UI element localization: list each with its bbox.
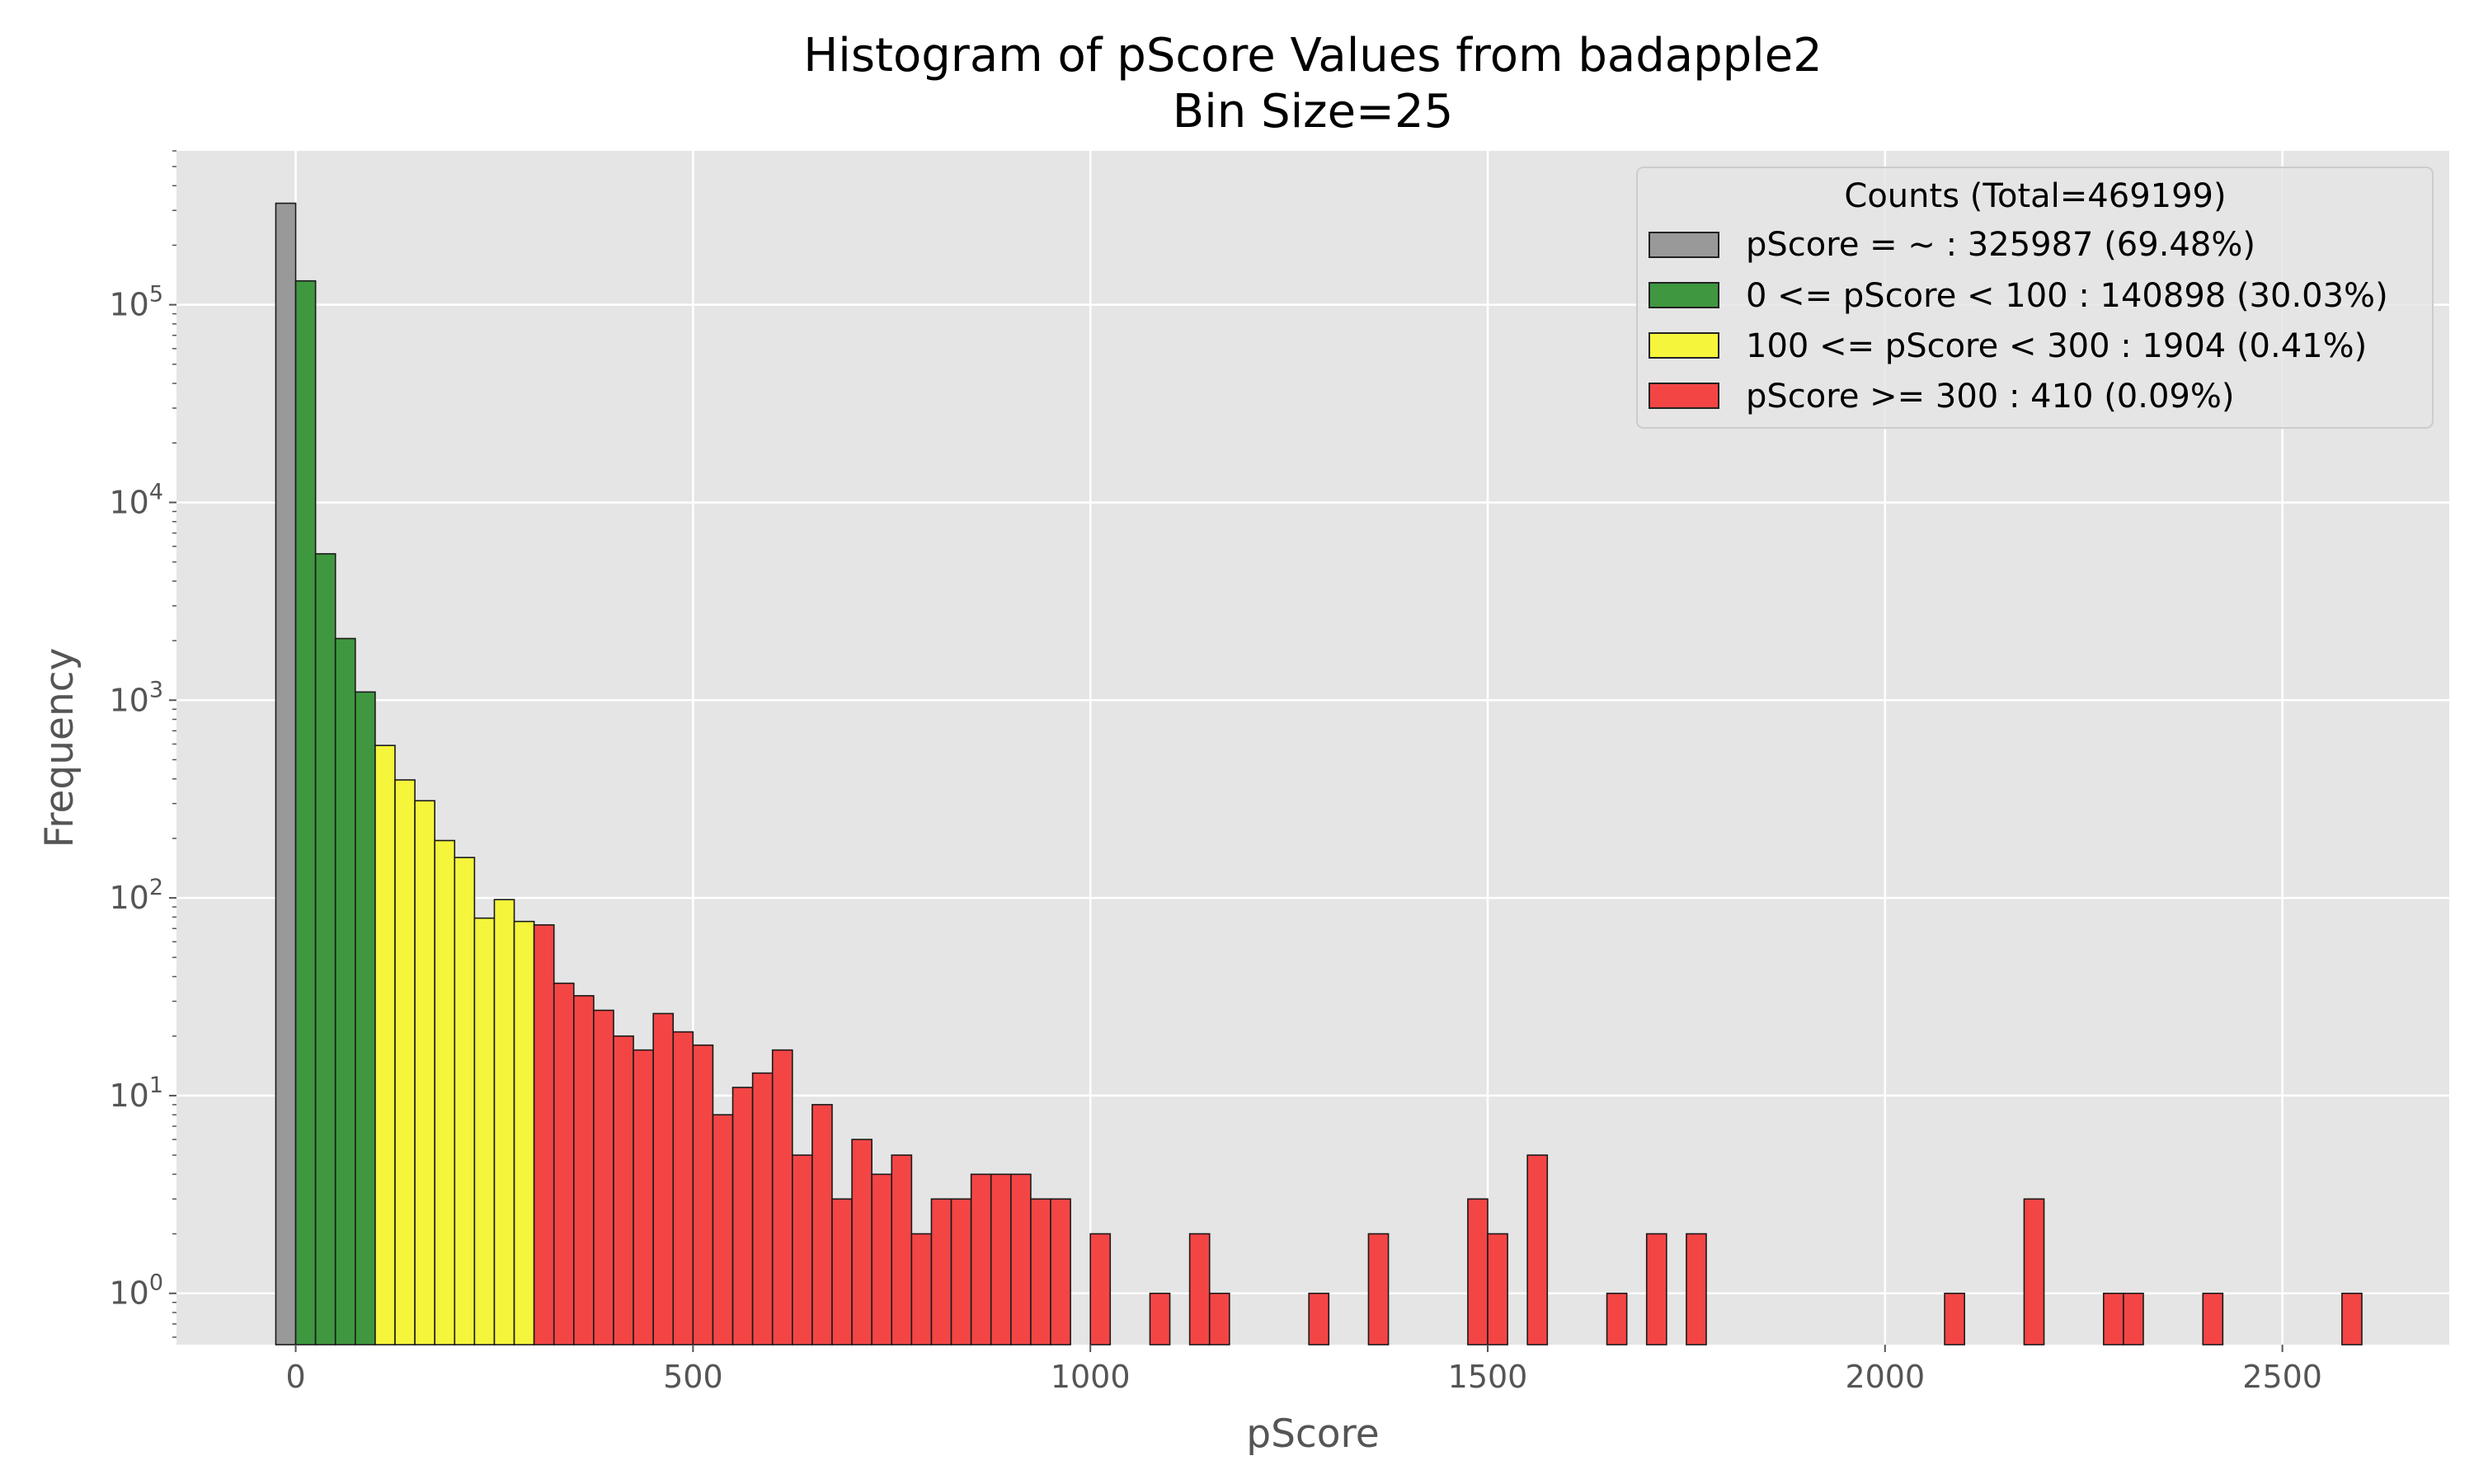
histogram-bar — [751, 1072, 774, 1345]
histogram-bar — [1487, 1233, 1508, 1345]
x-tick-label: 500 — [663, 1359, 723, 1395]
histogram-bar — [533, 924, 555, 1345]
x-tick-label: 2000 — [1845, 1359, 1925, 1395]
histogram-bar — [394, 779, 416, 1345]
y-tick-label: 103 — [109, 677, 163, 718]
legend-label-300-plus: pScore >= 300 : 410 (0.09%) — [1746, 378, 2234, 416]
histogram-bar — [1526, 1154, 1549, 1345]
legend-label-na: pScore = ~ : 325987 (69.48%) — [1746, 226, 2255, 264]
legend-label-100-300: 100 <= pScore < 300 : 1904 (0.41%) — [1746, 327, 2367, 365]
y-tick-label: 101 — [109, 1073, 163, 1114]
histogram-bar — [1944, 1292, 1965, 1345]
histogram-bar — [1467, 1198, 1489, 1345]
x-tick-label: 1500 — [1448, 1359, 1528, 1395]
chart-title: Histogram of pScore Values from badapple… — [803, 29, 1823, 82]
histogram-bar — [1149, 1292, 1171, 1345]
histogram-bar — [672, 1031, 694, 1345]
x-tick-label: 1000 — [1051, 1359, 1131, 1395]
histogram-bar — [950, 1198, 972, 1345]
histogram-bar — [613, 1035, 634, 1345]
histogram-bar — [1208, 1292, 1230, 1345]
x-axis-ticks: 0 500 1000 1500 2000 2500 — [285, 1345, 2322, 1395]
histogram-bar — [930, 1198, 952, 1345]
histogram-bar — [275, 202, 297, 1345]
histogram-bar — [473, 917, 496, 1345]
y-axis-ticks: 100 101 102 103 104 105 — [109, 150, 176, 1338]
x-tick-label: 2500 — [2242, 1359, 2322, 1395]
histogram-bar — [1050, 1198, 1071, 1345]
histogram-bar — [434, 839, 456, 1345]
histogram-bar — [374, 744, 396, 1345]
x-tick-label: 0 — [285, 1359, 305, 1395]
histogram-bar — [811, 1104, 833, 1345]
legend-swatch-na — [1649, 232, 1719, 258]
histogram-bar — [633, 1049, 654, 1345]
legend-box — [1636, 167, 2434, 429]
histogram-bar — [2123, 1292, 2144, 1345]
histogram-bar — [831, 1198, 853, 1345]
legend: Counts (Total=469199) pScore = ~ : 32598… — [1636, 167, 2434, 429]
histogram-bars — [275, 202, 2363, 1345]
x-axis-label: pScore — [1246, 1411, 1379, 1457]
y-tick-label: 100 — [109, 1270, 163, 1312]
legend-swatch-300-plus — [1649, 383, 1719, 409]
histogram-bar — [990, 1173, 1012, 1345]
y-axis-label: Frequency — [37, 648, 82, 848]
histogram-bar — [1686, 1233, 1707, 1345]
histogram-bar — [593, 1009, 614, 1345]
legend-label-0-100: 0 <= pScore < 100 : 140898 (30.03%) — [1746, 277, 2388, 315]
histogram-bar — [1030, 1198, 1051, 1345]
histogram-bar — [712, 1114, 734, 1345]
legend-swatch-100-300 — [1649, 332, 1719, 359]
histogram-bar — [355, 691, 376, 1345]
histogram-bar — [2103, 1292, 2124, 1345]
histogram-bar — [692, 1044, 714, 1345]
histogram-bar — [1367, 1233, 1390, 1345]
histogram-bar — [970, 1173, 992, 1345]
histogram-bar — [414, 800, 435, 1345]
histogram-bar — [771, 1049, 793, 1345]
histogram-bar — [314, 552, 336, 1345]
histogram-bar — [851, 1139, 872, 1345]
histogram-bar — [1645, 1233, 1667, 1345]
histogram-bar — [513, 920, 535, 1345]
histogram-bar — [294, 279, 317, 1345]
histogram-bar — [454, 857, 476, 1345]
histogram-bar — [553, 982, 575, 1345]
histogram-bar — [1308, 1292, 1330, 1345]
histogram-bar — [1188, 1233, 1211, 1345]
histogram-bar — [652, 1012, 675, 1345]
histogram-bar — [334, 637, 356, 1345]
histogram-bar — [573, 994, 595, 1345]
histogram-bar — [891, 1154, 913, 1345]
y-tick-label: 105 — [109, 282, 163, 323]
histogram-bar — [2023, 1198, 2045, 1345]
histogram-bar — [871, 1173, 893, 1345]
histogram-bar — [1010, 1173, 1032, 1345]
histogram-bar — [731, 1087, 754, 1345]
legend-swatch-0-100 — [1649, 282, 1719, 308]
histogram-bar — [1089, 1233, 1112, 1345]
y-tick-label: 104 — [109, 479, 163, 520]
y-tick-label: 102 — [109, 875, 163, 916]
legend-title: Counts (Total=469199) — [1844, 177, 2226, 215]
histogram-bar — [1606, 1292, 1628, 1345]
histogram-bar — [2202, 1292, 2224, 1345]
histogram-bar — [910, 1233, 933, 1345]
histogram-bar — [792, 1154, 813, 1345]
histogram-bar — [2341, 1292, 2363, 1345]
histogram-bar — [493, 899, 515, 1345]
chart-subtitle: Bin Size=25 — [1173, 85, 1453, 139]
